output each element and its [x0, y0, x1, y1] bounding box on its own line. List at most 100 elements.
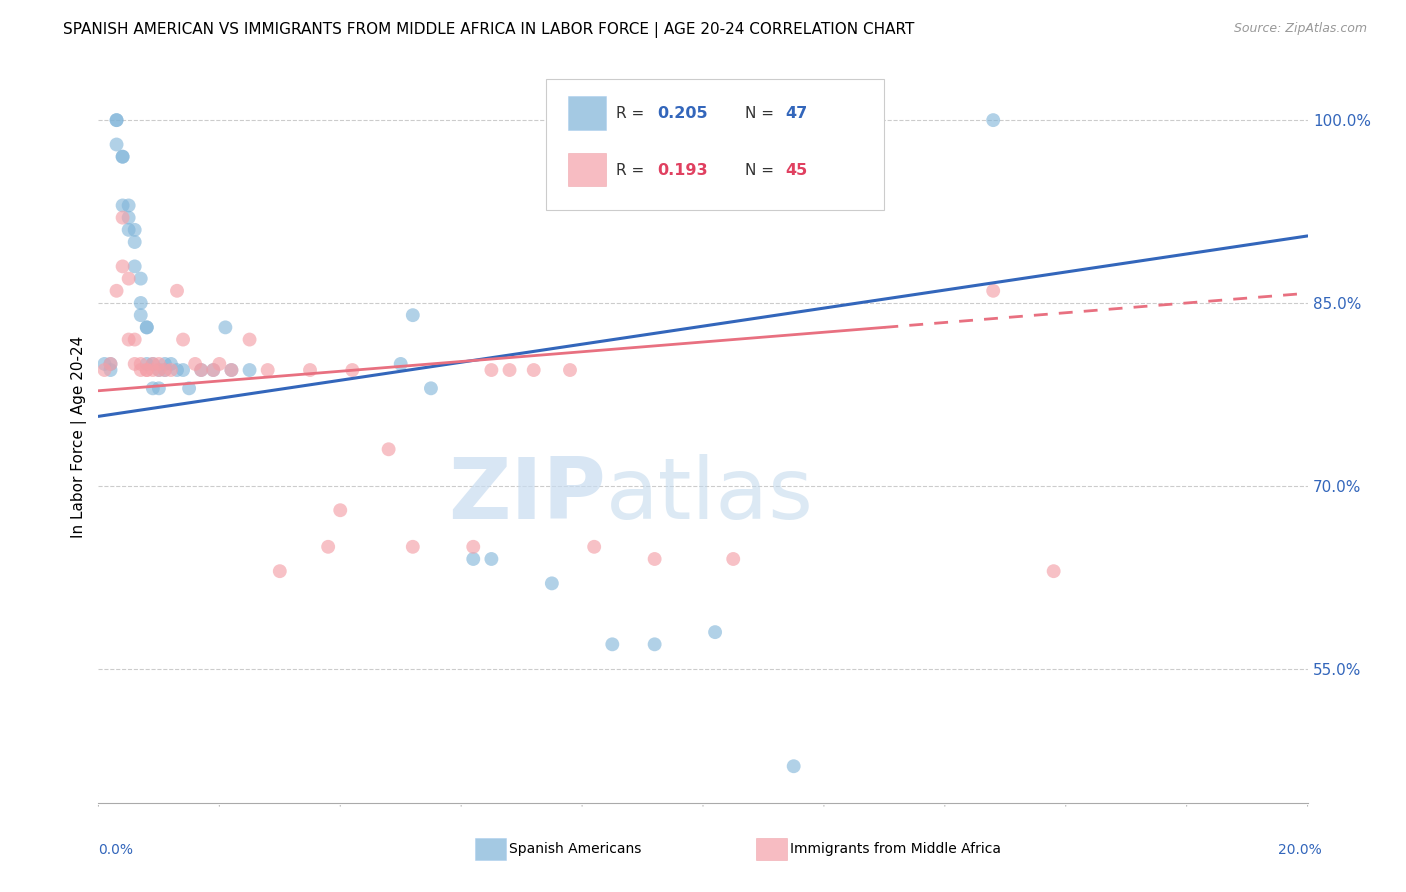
Point [118, 223, 141, 237]
Point [214, 320, 236, 334]
Point [377, 442, 399, 457]
Point [105, 113, 128, 128]
Point [124, 223, 146, 237]
Point [100, 357, 122, 371]
Y-axis label: In Labor Force | Age 20-24: In Labor Force | Age 20-24 [72, 336, 87, 538]
Text: 0.0%: 0.0% [98, 843, 134, 857]
Point [221, 363, 243, 377]
Point [118, 271, 141, 285]
Point [111, 150, 134, 164]
Point [148, 381, 170, 395]
Point [1042, 564, 1064, 578]
Point [111, 150, 134, 164]
Point [190, 363, 212, 377]
Point [129, 363, 152, 377]
Point [124, 333, 146, 347]
Point [124, 235, 146, 249]
Point [481, 552, 503, 566]
Text: Spanish Americans: Spanish Americans [509, 842, 641, 856]
FancyBboxPatch shape [546, 78, 884, 211]
Point [558, 363, 581, 377]
Point [783, 759, 806, 773]
Point [402, 540, 425, 554]
Point [239, 363, 262, 377]
Point [523, 363, 546, 377]
Point [481, 363, 503, 377]
Text: ZIP: ZIP [449, 454, 606, 537]
Point [105, 284, 128, 298]
Point [221, 363, 243, 377]
Point [124, 260, 146, 274]
Point [583, 540, 606, 554]
Point [142, 357, 165, 371]
Point [498, 363, 520, 377]
Text: N =: N = [745, 105, 775, 120]
Point [135, 357, 157, 371]
Point [129, 357, 152, 371]
Text: Immigrants from Middle Africa: Immigrants from Middle Africa [790, 842, 1001, 856]
Point [420, 381, 443, 395]
Point [202, 363, 225, 377]
Point [981, 284, 1004, 298]
Text: SPANISH AMERICAN VS IMMIGRANTS FROM MIDDLE AFRICA IN LABOR FORCE | AGE 20-24 COR: SPANISH AMERICAN VS IMMIGRANTS FROM MIDD… [63, 22, 915, 38]
Point [100, 357, 122, 371]
Point [402, 308, 425, 322]
Point [129, 296, 152, 310]
Point [179, 381, 201, 395]
Point [118, 198, 141, 212]
Point [239, 333, 262, 347]
Point [540, 576, 562, 591]
Point [135, 363, 157, 377]
Point [644, 637, 666, 651]
Point [389, 357, 412, 371]
Text: 45: 45 [785, 162, 807, 178]
Point [981, 113, 1004, 128]
FancyBboxPatch shape [568, 153, 606, 186]
Point [148, 357, 170, 371]
Point [316, 540, 339, 554]
Text: R =: R = [616, 162, 644, 178]
Point [166, 363, 188, 377]
Text: 47: 47 [785, 105, 807, 120]
Point [160, 363, 183, 377]
Point [111, 198, 134, 212]
Point [124, 357, 146, 371]
Point [135, 363, 157, 377]
Point [135, 320, 157, 334]
Point [202, 363, 225, 377]
Point [129, 308, 152, 322]
Text: 0.193: 0.193 [657, 162, 707, 178]
Point [269, 564, 291, 578]
Point [256, 363, 278, 377]
Point [172, 333, 194, 347]
Text: atlas: atlas [606, 454, 814, 537]
Point [166, 284, 188, 298]
Point [208, 357, 231, 371]
Point [105, 137, 128, 152]
Point [118, 211, 141, 225]
Point [602, 637, 624, 651]
Point [704, 625, 727, 640]
Point [342, 363, 364, 377]
Point [93, 363, 115, 377]
Point [329, 503, 352, 517]
Point [148, 363, 170, 377]
Point [142, 363, 165, 377]
Point [723, 552, 745, 566]
Text: 0.205: 0.205 [657, 105, 707, 120]
Point [644, 552, 666, 566]
Point [153, 363, 176, 377]
Point [135, 320, 157, 334]
Point [93, 357, 115, 371]
Point [184, 357, 207, 371]
Point [100, 363, 122, 377]
Point [129, 271, 152, 285]
Point [463, 552, 485, 566]
Text: N =: N = [745, 162, 775, 178]
Point [153, 363, 176, 377]
Point [118, 333, 141, 347]
Point [105, 113, 128, 128]
Point [153, 357, 176, 371]
Point [463, 540, 485, 554]
Text: Source: ZipAtlas.com: Source: ZipAtlas.com [1233, 22, 1367, 36]
